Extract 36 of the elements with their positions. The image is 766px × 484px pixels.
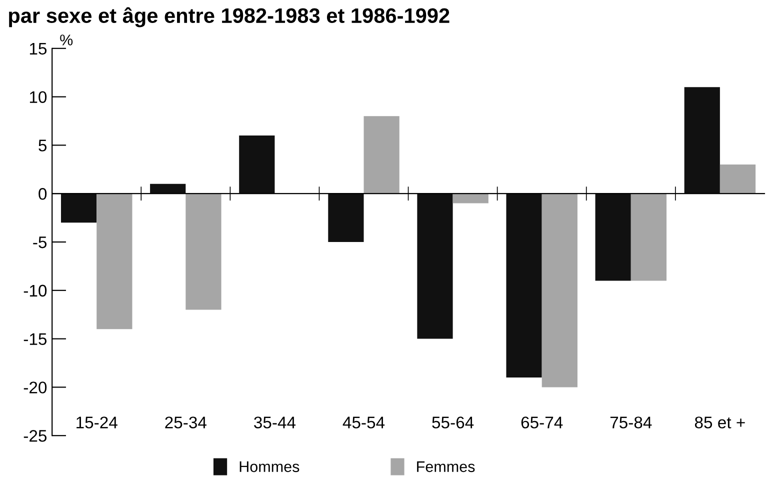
bar	[150, 184, 186, 194]
legend-label: Hommes	[240, 461, 300, 472]
chart-title: par sexe et âge entre 1982-1983 et 1986-1992	[9, 7, 450, 28]
x-tick-label: 55-64	[432, 416, 474, 428]
bar	[60, 194, 97, 223]
legend-label: Femmes	[417, 461, 475, 472]
x-tick-label: 65-74	[521, 416, 563, 428]
y-tick-label: -5	[33, 236, 47, 248]
x-tick-label: 75-84	[610, 416, 652, 428]
x-tick-label: 85 et +	[694, 416, 745, 428]
x-tick-label: 35-44	[254, 416, 296, 428]
y-tick-label: -15	[24, 333, 47, 346]
y-tick-label: -10	[24, 284, 47, 297]
bar	[720, 164, 756, 194]
bar	[452, 194, 488, 204]
y-axis-title: %	[60, 34, 73, 46]
bar	[364, 116, 400, 194]
y-tick-label: 0	[38, 188, 47, 200]
y-tick-label: -25	[24, 430, 47, 442]
bar	[417, 194, 453, 339]
bar	[630, 194, 667, 281]
bar	[684, 87, 720, 194]
y-tick-label: 15	[30, 42, 47, 55]
x-tick-label: 45-54	[342, 416, 385, 428]
bar	[186, 194, 222, 310]
bar	[96, 194, 132, 330]
y-tick-label: -20	[24, 382, 47, 394]
bar	[506, 194, 542, 378]
bar	[542, 194, 578, 388]
x-tick-label: 25-34	[165, 416, 206, 428]
bar	[595, 194, 631, 281]
bar	[328, 194, 364, 242]
y-tick-label: 10	[30, 91, 47, 104]
bar	[239, 136, 275, 194]
y-tick-label: 5	[38, 140, 47, 152]
x-tick-label: 15-24	[76, 416, 118, 428]
